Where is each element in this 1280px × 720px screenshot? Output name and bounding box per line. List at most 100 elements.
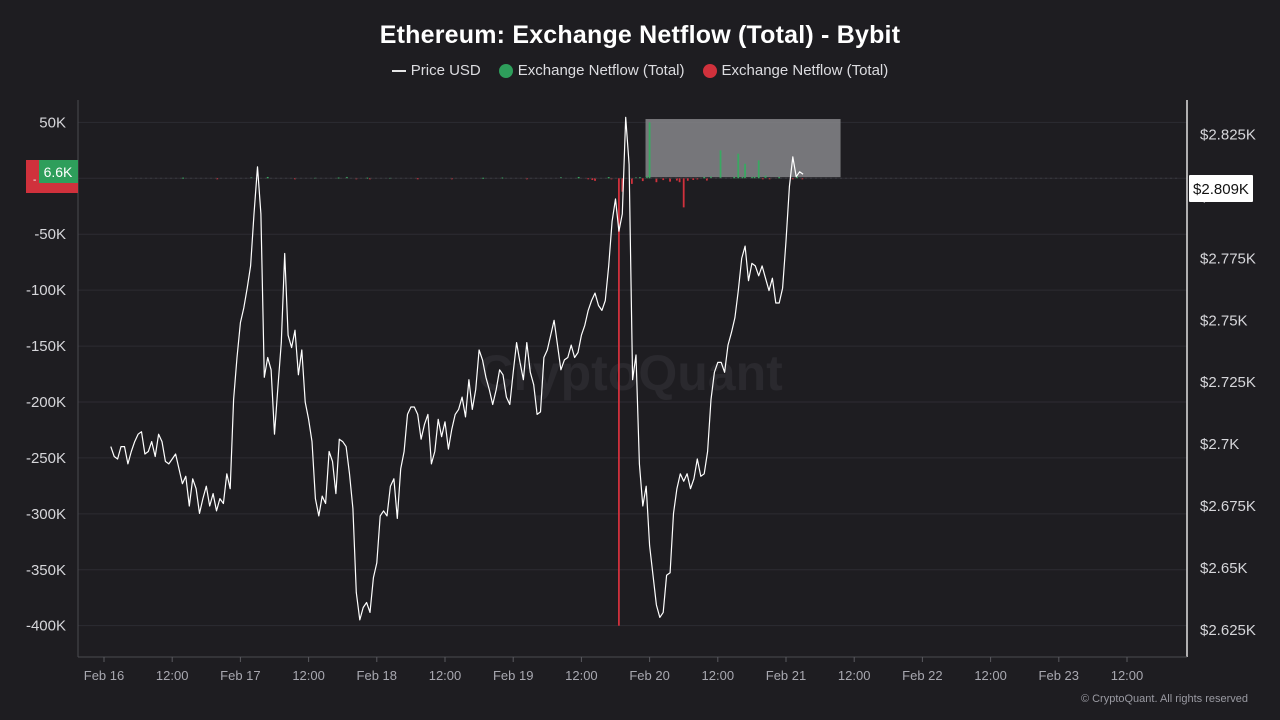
netflow-bar-positive — [250, 177, 253, 179]
netflow-bar-negative — [705, 178, 708, 181]
netflow-bars — [130, 122, 1180, 626]
netflow-bar-negative — [768, 178, 771, 180]
netflow-bar-negative — [594, 178, 596, 181]
netflow-bar-negative — [591, 178, 594, 180]
netflow-bar-negative — [618, 178, 620, 626]
price-line-layer — [110, 116, 804, 621]
x-axis-ticks: Feb 16 12:00 Feb 17 12:00 Feb 18 12:00 Feb 19 1… — [84, 657, 1144, 683]
netflow-bar-positive — [337, 177, 340, 179]
netflow-bar-negative — [791, 178, 794, 180]
netflow-bar-positive — [182, 177, 185, 179]
netflow-bar-negative — [621, 178, 624, 192]
left-current-badge: - 6.6K — [26, 160, 78, 193]
netflow-bar-positive — [501, 177, 504, 179]
netflow-bar-positive — [753, 176, 756, 179]
right-badge-bg — [1189, 175, 1253, 202]
legend-dot-red — [702, 63, 717, 78]
netflow-bar-negative — [641, 178, 644, 182]
right-tick-label: $2.825K — [1200, 127, 1256, 144]
netflow-bar-negative — [686, 178, 689, 181]
netflow-bar-positive — [639, 177, 641, 179]
watermark: CryptoQuant — [477, 345, 783, 401]
right-tick-label: $2.75K — [1200, 312, 1248, 329]
legend-item-netflow-negative[interactable]: Exchange Netflow (Total) — [702, 62, 889, 79]
netflow-bar-positive — [757, 160, 760, 179]
netflow-bar-positive — [764, 175, 767, 179]
x-tick-label: Feb 18 — [357, 668, 397, 683]
netflow-bar-positive — [607, 177, 610, 179]
netflow-bar-negative — [761, 178, 764, 180]
chart-title: Ethereum: Exchange Netflow (Total) - Byb… — [379, 21, 901, 49]
netflow-bar-positive — [482, 177, 485, 179]
left-tick-label: -350K — [26, 562, 66, 579]
netflow-bar-negative — [669, 178, 671, 182]
netflow-bar-positive — [719, 150, 722, 179]
left-tick-label: -150K — [26, 338, 66, 355]
left-badge-positive-text: 6.6K — [44, 164, 73, 180]
left-tick-label: -300K — [26, 506, 66, 523]
netflow-bar-negative — [696, 178, 699, 180]
netflow-bar-negative — [416, 178, 419, 180]
netflow-bar-positive — [737, 153, 740, 179]
x-tick-label: Feb 20 — [629, 668, 669, 683]
x-tick-label: Feb 16 — [84, 668, 124, 683]
netflow-bar-negative — [675, 178, 678, 181]
left-axis-ticks: 50K -50K -100K -150K -200K -250K -300K -350K -40… — [26, 114, 66, 634]
legend-item-price[interactable]: Price USD — [391, 62, 481, 79]
legend-dot-green — [498, 63, 513, 78]
netflow-bar-positive — [710, 176, 712, 179]
x-tick-label: 12:00 — [156, 668, 189, 683]
grid-lines — [78, 121, 1187, 627]
netflow-bar-positive — [577, 176, 580, 179]
right-tick-label: $2.675K — [1200, 498, 1256, 515]
netflow-bar-positive — [744, 163, 746, 179]
legend-label-netflow-negative: Exchange Netflow (Total) — [721, 62, 889, 79]
legend-item-netflow-positive[interactable]: Exchange Netflow (Total) — [498, 62, 685, 79]
x-tick-label: Feb 19 — [493, 668, 533, 683]
netflow-bar-positive — [648, 122, 651, 179]
legend-line-marker — [391, 69, 406, 72]
netflow-bar-positive — [366, 177, 369, 179]
netflow-bar-negative — [678, 178, 681, 183]
right-tick-label: $2.65K — [1200, 560, 1248, 577]
x-tick-label: 12:00 — [565, 668, 598, 683]
copyright-notice: © CryptoQuant. All rights reserved — [1080, 693, 1248, 705]
right-badge-text: $2.809K — [1193, 181, 1249, 198]
right-current-badge: $2.809K — [1189, 175, 1253, 202]
left-tick-label: -200K — [26, 394, 66, 411]
right-tick-label: $2.775K — [1200, 250, 1256, 267]
netflow-bar-negative — [369, 178, 371, 180]
left-tick-label: -250K — [26, 450, 66, 467]
netflow-bar-negative — [655, 178, 658, 183]
netflow-bar-positive — [560, 177, 562, 179]
netflow-bar-negative — [587, 178, 590, 180]
netflow-bar-negative — [630, 178, 633, 184]
right-axis-ticks: $2.825K$2.8K$2.775K$2.75K$2.725K$2.7K$2.… — [1200, 127, 1256, 639]
netflow-bar-positive — [741, 177, 744, 179]
left-tick-label: -50K — [34, 226, 66, 243]
right-tick-label: $2.625K — [1200, 622, 1256, 639]
x-tick-label: 12:00 — [974, 668, 1007, 683]
x-tick-label: Feb 17 — [220, 668, 260, 683]
x-tick-label: 12:00 — [292, 668, 325, 683]
left-badge-positive-bg — [39, 160, 78, 183]
right-tick-label: $2.725K — [1200, 374, 1256, 391]
left-tick-label: -400K — [26, 618, 66, 635]
netflow-bar-negative — [682, 178, 685, 208]
price-line — [110, 116, 804, 621]
netflow-bar-positive — [266, 176, 269, 179]
x-tick-label: Feb 22 — [902, 668, 942, 683]
left-badge-negative-text: - — [33, 175, 36, 186]
netflow-bar-positive — [345, 176, 348, 179]
netflow-bar-positive — [733, 176, 736, 179]
netflow-bar-negative — [801, 178, 804, 180]
highlight-rect — [645, 119, 841, 178]
x-tick-label: 12:00 — [702, 668, 735, 683]
x-tick-label: 12:00 — [1111, 668, 1144, 683]
x-tick-label: 12:00 — [429, 668, 462, 683]
netflow-bar-positive — [778, 177, 781, 179]
right-tick-label: $2.7K — [1200, 436, 1239, 453]
netflow-bar-positive — [796, 176, 798, 179]
